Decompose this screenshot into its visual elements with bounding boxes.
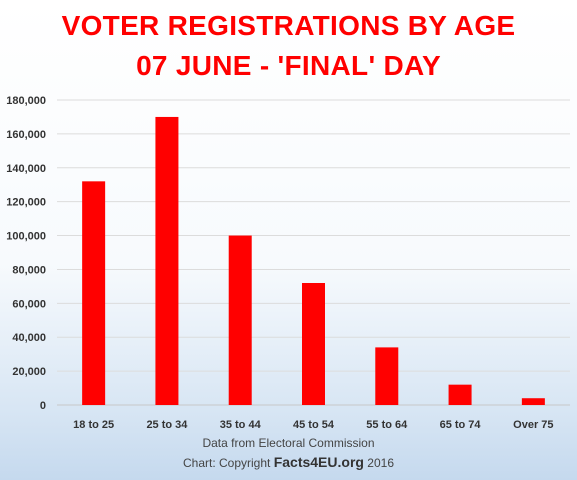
x-tick-label: 65 to 74 bbox=[440, 419, 482, 431]
bar-35-to-44 bbox=[228, 235, 252, 405]
bar-over-75 bbox=[521, 398, 545, 405]
y-tick-label: 20,000 bbox=[12, 366, 46, 378]
x-tick-label: 25 to 34 bbox=[146, 419, 188, 431]
bar-65-to-74 bbox=[448, 384, 472, 405]
x-tick-label: 18 to 25 bbox=[73, 419, 114, 431]
y-tick-label: 80,000 bbox=[12, 264, 46, 276]
x-tick-label: 45 to 54 bbox=[293, 419, 335, 431]
x-tick-label: 35 to 44 bbox=[220, 419, 262, 431]
x-tick-label: Over 75 bbox=[513, 419, 553, 431]
copyright-note: Chart: Copyright Facts4EU.org 2016 bbox=[0, 454, 577, 470]
copyright-prefix: Chart: Copyright bbox=[182, 456, 271, 470]
x-tick-label: 55 to 64 bbox=[366, 419, 408, 431]
chart-title-line-2: 07 JUNE - 'FINAL' DAY bbox=[136, 50, 441, 81]
chart-title-line-1: VOTER REGISTRATIONS BY AGE bbox=[61, 10, 516, 41]
bar-45-to-54 bbox=[302, 283, 325, 405]
y-tick-label: 40,000 bbox=[12, 332, 46, 344]
y-tick-label: 0 bbox=[40, 400, 46, 412]
copyright-year: 2016 bbox=[367, 456, 394, 470]
bar-55-to-64 bbox=[375, 347, 399, 405]
brand-name: Facts4EU.org bbox=[273, 454, 364, 470]
bar-18-to-25 bbox=[82, 181, 106, 405]
bar-25-to-34 bbox=[155, 116, 179, 405]
y-tick-label: 120,000 bbox=[6, 197, 46, 209]
y-tick-label: 140,000 bbox=[6, 163, 46, 175]
y-tick-label: 180,000 bbox=[6, 95, 46, 107]
y-tick-label: 60,000 bbox=[12, 298, 46, 310]
y-tick-label: 160,000 bbox=[6, 129, 46, 141]
data-source-note: Data from Electoral Commission bbox=[202, 436, 375, 450]
y-tick-label: 100,000 bbox=[6, 231, 46, 243]
